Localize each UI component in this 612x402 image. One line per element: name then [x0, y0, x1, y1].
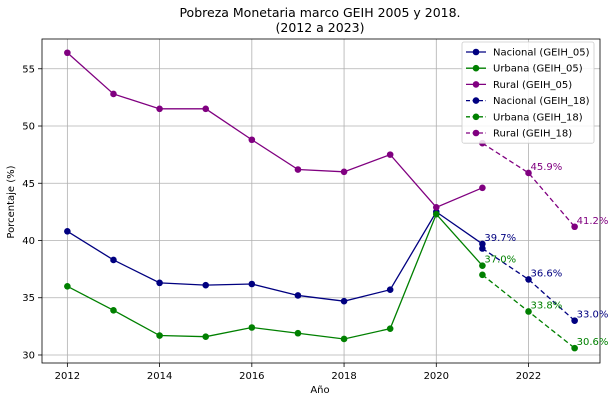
- data-point: [571, 223, 578, 231]
- legend-marker: [472, 97, 480, 104]
- data-point: [432, 203, 440, 211]
- y-tick-label: 30: [22, 350, 35, 361]
- series-line: [67, 210, 483, 302]
- data-point: [248, 136, 256, 144]
- legend-marker: [472, 81, 480, 88]
- data-label: 33.8%: [531, 300, 563, 311]
- data-point: [248, 280, 256, 288]
- legend-marker: [472, 48, 480, 56]
- x-tick-label: 2016: [239, 371, 264, 382]
- y-tick-label: 50: [22, 122, 35, 133]
- x-tick-label: 2020: [424, 371, 449, 382]
- legend-entry: Urbana (GEIH_05): [493, 64, 583, 75]
- legend-box: [461, 41, 595, 144]
- data-point: [294, 329, 302, 337]
- data-point: [479, 184, 486, 192]
- legend-entry: Urbana (GEIH_18): [493, 112, 583, 123]
- annotations: 39.7% 37.0% 45.9% 36.6% 33.8% 41.2% 33.0% 30.6%: [484, 162, 608, 348]
- series-layer: [64, 49, 578, 352]
- data-point: [156, 279, 163, 287]
- data-point: [64, 228, 71, 235]
- series-line: [482, 142, 576, 228]
- plot-frame: [41, 38, 601, 364]
- data-label: 39.7%: [484, 233, 516, 244]
- y-tick-label: 35: [22, 293, 35, 304]
- x-tick-label: 2018: [331, 371, 356, 382]
- data-point: [386, 286, 394, 294]
- data-label: 41.2%: [577, 216, 609, 227]
- data-point: [202, 105, 210, 113]
- data-point: [479, 245, 486, 252]
- data-point: [571, 344, 578, 352]
- series-line: [66, 52, 483, 209]
- legend-marker: [472, 64, 480, 72]
- data-point: [340, 168, 348, 176]
- chart-title: Pobreza Monetaria marco GEIH 2005 y 2018…: [179, 5, 460, 20]
- data-point: [156, 332, 163, 339]
- y-axis-label: Porcentaje (%): [6, 165, 17, 238]
- data-label: 37.0%: [484, 255, 516, 266]
- data-point: [386, 325, 394, 332]
- data-point: [110, 307, 117, 314]
- legend-entry: Nacional (GEIH_05): [493, 48, 590, 59]
- chart-subtitle: (2012 a 2023): [276, 20, 365, 35]
- data-label: 33.0%: [577, 310, 609, 321]
- data-point: [571, 317, 578, 324]
- series-line: [482, 247, 576, 322]
- legend: Nacional (GEIH_05) Urbana (GEIH_05) Rural …: [461, 41, 595, 144]
- x-axis-label: Año: [310, 385, 329, 396]
- x-tick-label: 2012: [55, 371, 80, 382]
- legend-entry: Rural (GEIH_18): [493, 129, 572, 140]
- axes: 2012 2014 2016 2018 2020 2022 30 35 40 45 50 55: [22, 38, 601, 382]
- data-point: [202, 281, 210, 289]
- legend-entry: Rural (GEIH_05): [493, 80, 572, 91]
- data-label: 30.6%: [577, 337, 609, 348]
- x-tick-label: 2014: [147, 371, 172, 382]
- series-line: [67, 212, 483, 340]
- data-point: [64, 49, 71, 57]
- data-point: [386, 151, 394, 158]
- data-point: [202, 333, 210, 340]
- data-label: 36.6%: [531, 268, 563, 279]
- data-point: [294, 292, 302, 299]
- data-point: [156, 105, 163, 113]
- data-point: [110, 256, 117, 264]
- data-point: [525, 169, 532, 177]
- legend-marker: [472, 129, 480, 137]
- data-point: [110, 90, 117, 98]
- data-point: [294, 166, 302, 173]
- data-point: [479, 240, 486, 248]
- y-tick-label: 55: [22, 64, 35, 75]
- data-point: [432, 210, 440, 218]
- y-tick-label: 40: [22, 236, 35, 247]
- data-label: 45.9%: [531, 162, 563, 173]
- legend-marker: [472, 113, 480, 121]
- y-tick-label: 45: [22, 179, 35, 190]
- data-point: [479, 262, 486, 269]
- data-point: [479, 271, 486, 279]
- data-point: [64, 282, 71, 290]
- data-point: [340, 297, 348, 305]
- data-point: [340, 335, 348, 343]
- legend-entry: Nacional (GEIH_18): [493, 96, 590, 107]
- data-point: [525, 276, 532, 283]
- data-point: [248, 324, 256, 331]
- x-tick-label: 2022: [516, 371, 541, 382]
- data-point: [525, 308, 532, 315]
